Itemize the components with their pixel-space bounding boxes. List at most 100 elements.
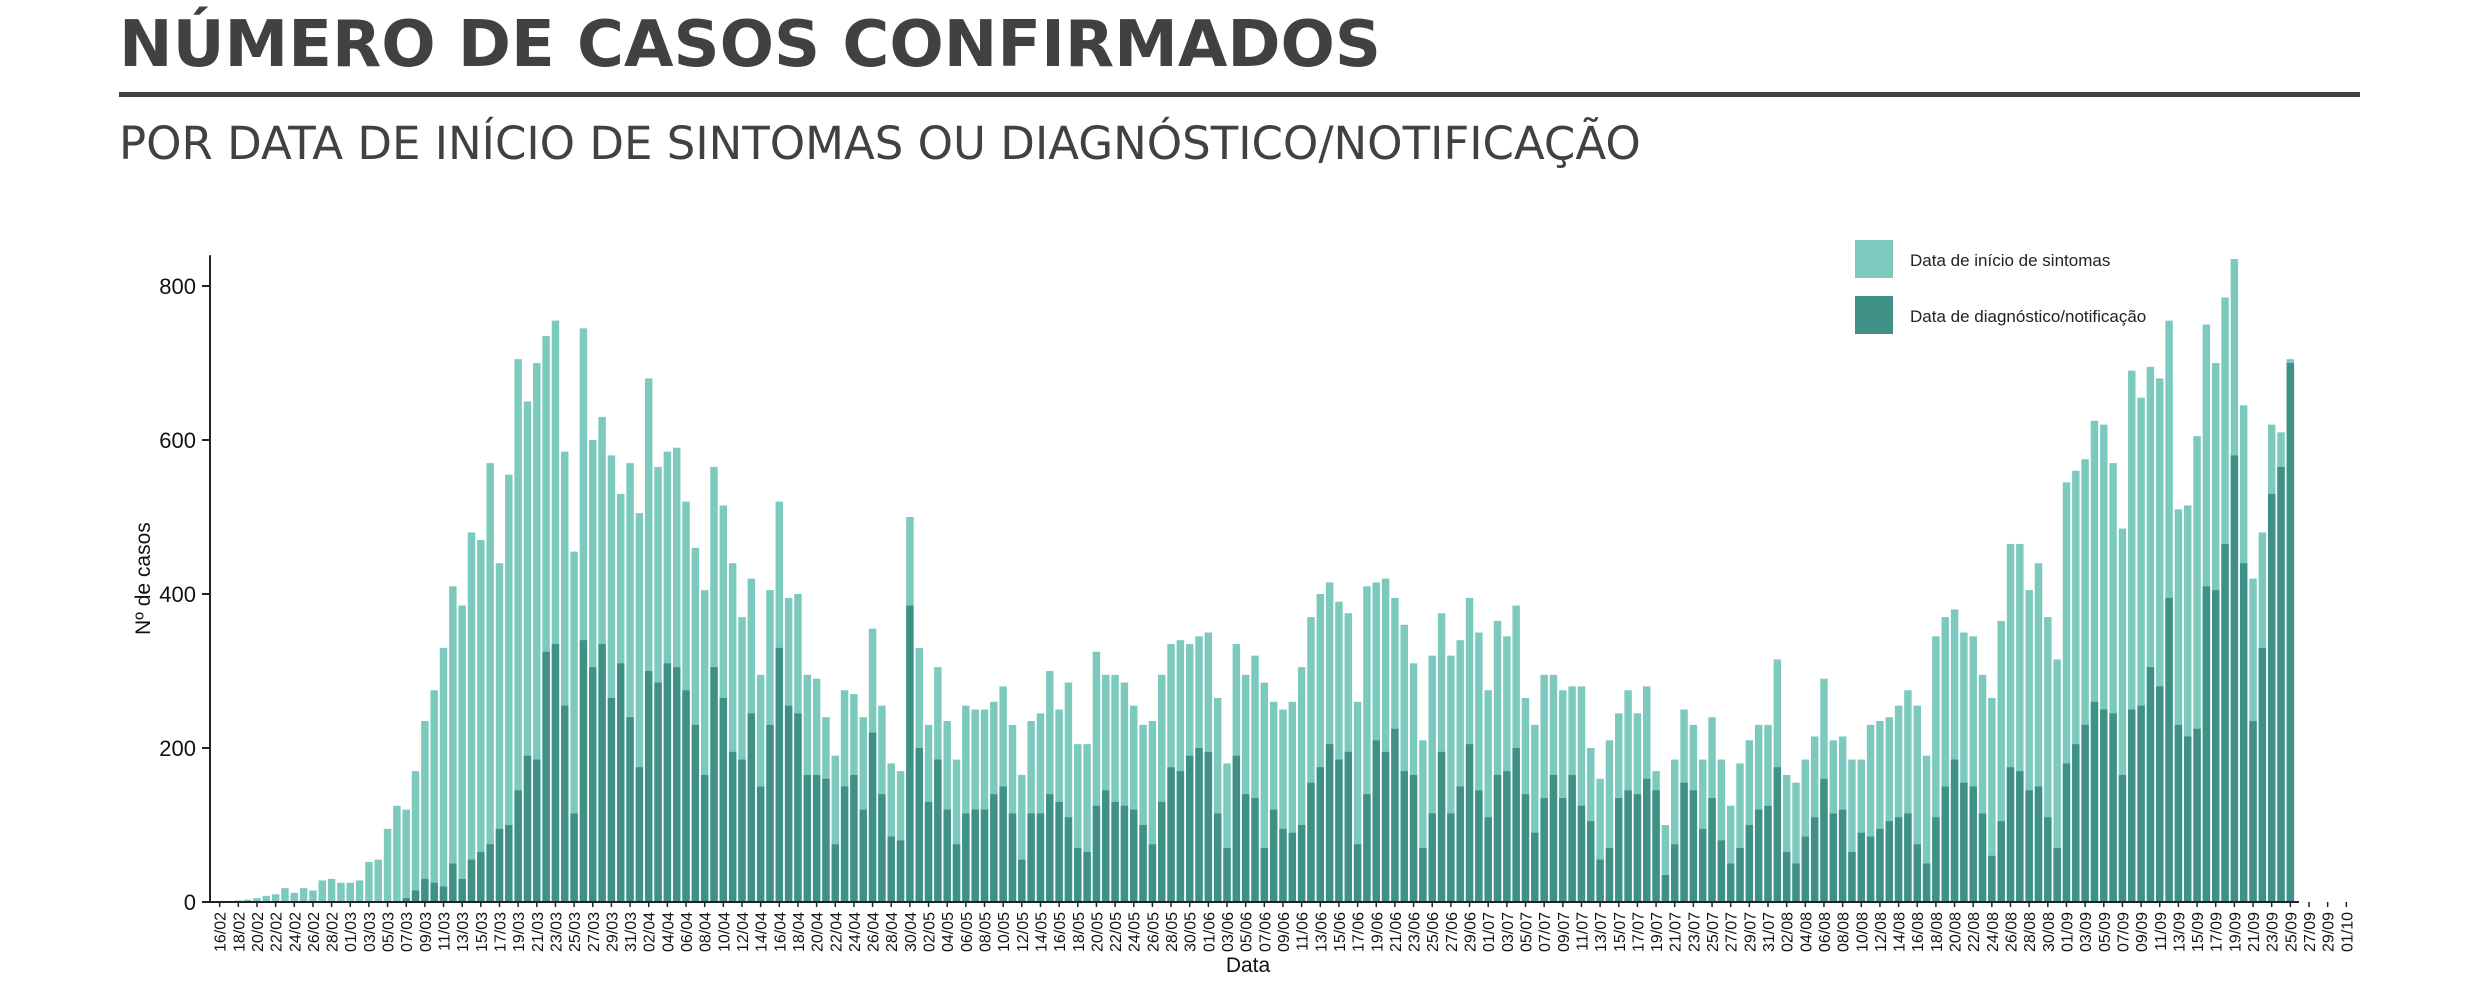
bar-diagnostico — [1130, 809, 1138, 902]
bar-diagnostico — [1484, 817, 1492, 902]
x-tick-label: 24/05 — [1127, 912, 1144, 952]
bar-inicio — [2109, 463, 2117, 902]
bar-inicio — [1969, 636, 1977, 902]
bar-diagnostico — [710, 667, 718, 902]
x-tick-label: 09/09 — [2134, 912, 2151, 952]
bar-diagnostico — [1661, 875, 1670, 902]
bar-inicio — [2034, 563, 2043, 902]
bar-inicio — [2006, 543, 2015, 902]
bar-inicio — [281, 888, 289, 902]
bar-inicio — [1018, 774, 1026, 902]
bar-diagnostico — [1922, 863, 1931, 902]
legend-label: Data de diagnóstico/notificação — [1910, 307, 2146, 326]
bar-inicio — [299, 888, 308, 902]
bar-diagnostico — [1251, 798, 1259, 902]
bar-diagnostico — [1102, 790, 1110, 902]
legend-swatch — [1855, 296, 1893, 334]
bar-inicio — [896, 771, 905, 902]
bar-diagnostico — [1195, 748, 1203, 902]
x-tick-label: 10/05 — [996, 912, 1013, 952]
bar-inicio — [1913, 705, 1921, 902]
bar-inicio — [1036, 713, 1045, 902]
bar-diagnostico — [1577, 805, 1586, 902]
bar-diagnostico — [1307, 782, 1315, 902]
x-tick-label: 08/08 — [1836, 912, 1853, 952]
bar-diagnostico — [2025, 790, 2033, 902]
bar-inicio — [1484, 690, 1492, 902]
bar-inicio — [1400, 624, 1408, 902]
x-tick-label: 28/08 — [2022, 912, 2039, 952]
x-tick-label: 01/06 — [1201, 912, 1218, 952]
bar-inicio — [2100, 424, 2108, 902]
bar-diagnostico — [1185, 755, 1194, 902]
bar-diagnostico — [700, 774, 709, 902]
bar-inicio — [1801, 759, 1810, 902]
x-tick-label: 09/07 — [1556, 912, 1573, 952]
x-tick-label: 28/04 — [884, 912, 901, 952]
x-tick-label: 11/09 — [2153, 912, 2170, 951]
x-tick-label: 20/04 — [810, 912, 827, 952]
bar-diagnostico — [2128, 709, 2136, 902]
bar-diagnostico — [1083, 851, 1091, 902]
x-tick-label: 07/06 — [1257, 912, 1274, 952]
bar-inicio — [2156, 378, 2164, 902]
bar-inicio — [1503, 636, 1511, 902]
bar-inicio — [700, 590, 709, 902]
x-tick-label: 14/05 — [1033, 912, 1050, 952]
bar-diagnostico — [868, 732, 877, 902]
bar-diagnostico — [1158, 801, 1166, 902]
bar-inicio — [1316, 594, 1325, 902]
bar-diagnostico — [1428, 813, 1436, 902]
bar-diagnostico — [1148, 844, 1157, 902]
bar-diagnostico — [784, 705, 793, 902]
x-tick-label: 27/07 — [1724, 912, 1741, 952]
bar-diagnostico — [2184, 736, 2192, 902]
x-tick-label: 16/02 — [213, 912, 230, 952]
bar-inicio — [1428, 655, 1436, 902]
bar-diagnostico — [411, 890, 420, 902]
y-tick-label: 800 — [159, 274, 196, 299]
bar-diagnostico — [2249, 721, 2257, 902]
bar-inicio — [1605, 740, 1614, 902]
bar-diagnostico — [1764, 805, 1772, 902]
bar-inicio — [561, 451, 569, 902]
bar-diagnostico — [831, 844, 839, 902]
bar-diagnostico — [980, 809, 989, 902]
bar-diagnostico — [1988, 855, 1996, 902]
bar-inicio — [495, 563, 504, 902]
x-tick-label: 11/07 — [1574, 912, 1591, 951]
bar-inicio — [1102, 674, 1110, 902]
bar-diagnostico — [570, 813, 578, 902]
bar-inicio — [542, 336, 550, 902]
bar-diagnostico — [617, 663, 625, 902]
x-tick-label: 23/09 — [2265, 912, 2282, 952]
bar-diagnostico — [1139, 825, 1147, 902]
bar-inicio — [2128, 370, 2136, 902]
bar-inicio — [327, 878, 336, 902]
legend-label: Data de início de sintomas — [1910, 251, 2110, 270]
x-tick-label: 30/08 — [2041, 912, 2058, 952]
bar-inicio — [2137, 397, 2145, 902]
x-tick-label: 25/06 — [1425, 912, 1442, 952]
bar-diagnostico — [477, 851, 485, 902]
bar-diagnostico — [747, 713, 756, 902]
x-tick-label: 24/02 — [287, 912, 304, 952]
bar-diagnostico — [1876, 828, 1884, 902]
bar-diagnostico — [728, 751, 737, 902]
x-tick-label: 17/03 — [492, 912, 509, 952]
x-tick-label: 22/05 — [1108, 912, 1125, 952]
x-tick-label: 27/03 — [586, 912, 603, 952]
x-tick-label: 03/03 — [362, 912, 379, 952]
bar-diagnostico — [1223, 848, 1231, 902]
bar-diagnostico — [2137, 705, 2145, 902]
bar-diagnostico — [1437, 751, 1446, 902]
bar-inicio — [421, 721, 429, 902]
bar-inicio — [1950, 609, 1959, 902]
bar-inicio — [644, 378, 653, 902]
bar-diagnostico — [439, 886, 448, 902]
bar-diagnostico — [934, 759, 942, 902]
bar-inicio — [346, 882, 354, 902]
bar-inicio — [2118, 528, 2127, 902]
bar-diagnostico — [523, 755, 532, 902]
bar-inicio — [290, 892, 299, 902]
